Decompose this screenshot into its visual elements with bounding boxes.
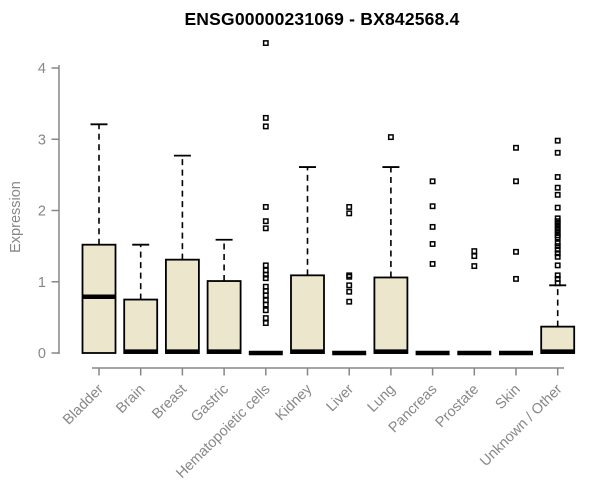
- outlier-point: [554, 253, 561, 260]
- outlier-point: [429, 203, 436, 210]
- outlier-point: [346, 203, 353, 210]
- boxplot-hematopoietic-cells: [248, 40, 283, 356]
- outlier-point: [513, 178, 519, 185]
- outlier-point: [429, 260, 436, 267]
- outlier-point: [513, 275, 519, 282]
- chart-title: ENSG00000231069 - BX842568.4: [184, 9, 460, 29]
- outlier-point: [262, 320, 269, 327]
- outlier-point: [554, 184, 561, 191]
- y-axis: 0 1 2 3 4: [38, 61, 60, 362]
- outlier-point: [262, 114, 269, 121]
- outlier-point: [262, 275, 269, 282]
- outlier-point: [554, 243, 561, 250]
- x-tick-label-breast: Breast: [149, 382, 190, 423]
- x-tick-label-kidney: Kidney: [273, 381, 316, 424]
- outlier-point: [554, 191, 561, 198]
- outlier-point: [262, 225, 269, 232]
- outlier-point: [429, 241, 436, 247]
- y-tick-label-3: 3: [38, 132, 46, 148]
- outlier-point: [554, 149, 561, 156]
- boxplot-breast: [164, 154, 200, 354]
- boxplot-brain: [123, 243, 159, 354]
- outlier-point: [554, 246, 561, 253]
- x-tick-label-bladder: Bladder: [60, 381, 107, 428]
- boxplot-lung: [373, 134, 409, 354]
- outlier-point: [471, 253, 478, 260]
- outlier-point: [554, 174, 561, 180]
- boxplot-bladder: [81, 123, 117, 354]
- outlier-point: [513, 248, 519, 255]
- boxplot-kidney: [290, 166, 325, 354]
- boxplot-liver: [332, 203, 367, 356]
- outlier-point: [262, 271, 269, 278]
- box-rect: [206, 280, 242, 354]
- outlier-point: [262, 203, 269, 210]
- box-rect: [540, 325, 576, 354]
- outlier-point: [471, 263, 478, 270]
- outlier-point: [554, 204, 561, 211]
- boxplot-unknown-other: [540, 137, 576, 354]
- box-rect: [123, 298, 159, 354]
- y-tick-label-2: 2: [38, 204, 46, 220]
- outlier-point: [554, 250, 561, 257]
- outlier-point: [513, 144, 519, 151]
- box-rect: [290, 274, 325, 354]
- outlier-point: [554, 234, 561, 241]
- outlier-point: [262, 218, 269, 225]
- outlier-point: [346, 288, 353, 295]
- outlier-point: [346, 273, 353, 280]
- y-tick-label-0: 0: [38, 346, 46, 362]
- x-tick-label-brain: Brain: [113, 382, 148, 417]
- outlier-point: [262, 123, 269, 130]
- outlier-point: [346, 282, 353, 289]
- outlier-point: [346, 210, 353, 217]
- boxplot-prostate: [457, 248, 492, 356]
- outlier-point: [554, 262, 561, 269]
- outlier-point: [262, 40, 269, 47]
- outlier-point: [262, 301, 269, 308]
- outlier-point: [262, 262, 269, 269]
- box-rect: [164, 258, 200, 354]
- x-tick-label-liver: Liver: [323, 381, 357, 415]
- y-tick-label-4: 4: [38, 61, 46, 77]
- outlier-point: [429, 223, 436, 230]
- outlier-point: [429, 178, 436, 185]
- x-tick-label-skin: Skin: [493, 382, 524, 413]
- boxplot-skin: [499, 144, 533, 356]
- x-tick-label-prostate: Prostate: [433, 382, 482, 431]
- x-tick-label-lung: Lung: [365, 382, 399, 416]
- boxplot-gastric: [206, 238, 242, 354]
- outlier-point: [554, 272, 561, 279]
- outlier-point: [554, 137, 561, 144]
- outlier-point: [471, 248, 478, 255]
- outlier-point: [262, 307, 269, 314]
- outlier-point: [262, 315, 269, 322]
- outlier-point: [346, 298, 353, 305]
- outlier-point: [387, 134, 394, 141]
- box-rect: [373, 276, 409, 354]
- boxplot-pancreas: [415, 178, 450, 356]
- y-tick-label-1: 1: [38, 275, 46, 291]
- outlier-point: [554, 280, 561, 287]
- outlier-point: [262, 292, 269, 299]
